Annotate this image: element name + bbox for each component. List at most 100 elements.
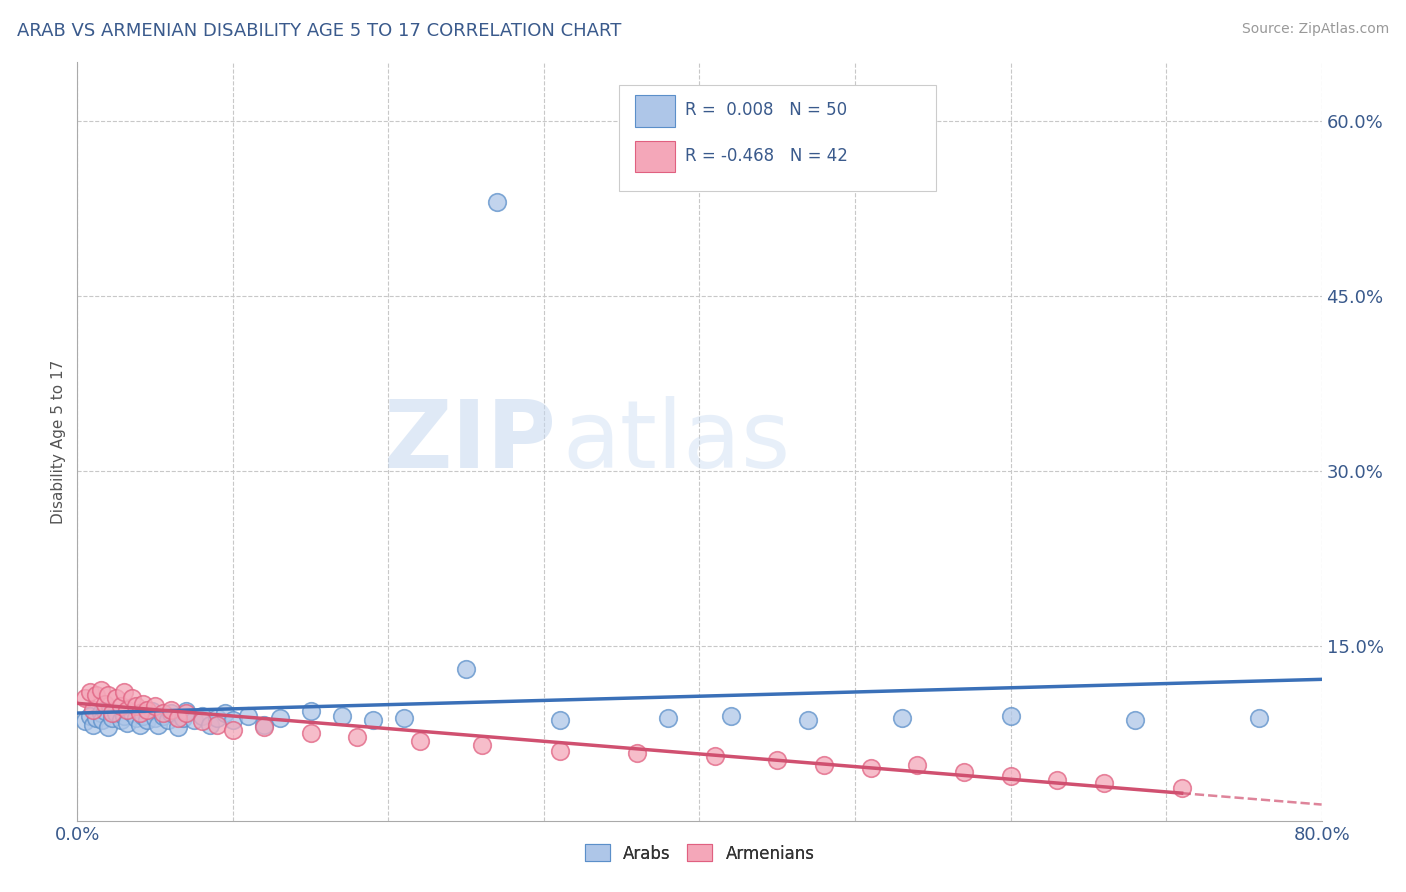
FancyBboxPatch shape bbox=[619, 85, 936, 191]
Point bbox=[330, 708, 353, 723]
Point bbox=[100, 706, 122, 721]
Point bbox=[136, 703, 159, 717]
Text: ZIP: ZIP bbox=[384, 395, 557, 488]
Point bbox=[79, 685, 101, 699]
Point bbox=[766, 753, 789, 767]
Point bbox=[471, 738, 494, 752]
Point bbox=[115, 703, 138, 717]
Point bbox=[813, 757, 835, 772]
Point bbox=[797, 714, 820, 728]
Point bbox=[97, 688, 120, 702]
Point bbox=[84, 711, 107, 725]
Point bbox=[1249, 711, 1271, 725]
Point bbox=[269, 711, 291, 725]
Point bbox=[408, 734, 430, 748]
Point bbox=[156, 714, 179, 728]
Point bbox=[456, 662, 478, 676]
Point bbox=[859, 761, 882, 775]
Point bbox=[190, 708, 214, 723]
Point bbox=[905, 757, 928, 772]
Point bbox=[1046, 772, 1069, 787]
Point bbox=[704, 749, 727, 764]
Point bbox=[626, 746, 648, 760]
Point bbox=[131, 708, 153, 723]
Point bbox=[94, 697, 117, 711]
Point bbox=[94, 704, 117, 718]
Point bbox=[128, 706, 150, 721]
Point bbox=[159, 703, 181, 717]
Point bbox=[548, 744, 571, 758]
Point bbox=[657, 711, 679, 725]
Point bbox=[84, 688, 107, 702]
Point bbox=[172, 711, 194, 725]
Point bbox=[128, 718, 150, 732]
Point bbox=[299, 704, 322, 718]
Text: Source: ZipAtlas.com: Source: ZipAtlas.com bbox=[1241, 22, 1389, 37]
Point bbox=[198, 718, 221, 732]
Point bbox=[720, 708, 742, 723]
Point bbox=[91, 714, 114, 728]
Point bbox=[238, 708, 260, 723]
Point bbox=[105, 706, 128, 721]
Point bbox=[143, 699, 166, 714]
Text: R =  0.008   N = 50: R = 0.008 N = 50 bbox=[685, 101, 846, 120]
Point bbox=[97, 720, 120, 734]
Point bbox=[953, 764, 976, 779]
Point bbox=[110, 699, 132, 714]
FancyBboxPatch shape bbox=[634, 95, 675, 127]
FancyBboxPatch shape bbox=[634, 141, 675, 172]
Point bbox=[1170, 780, 1192, 795]
Point bbox=[100, 711, 122, 725]
Point bbox=[1092, 776, 1115, 790]
Point bbox=[1000, 708, 1022, 723]
Point bbox=[131, 697, 153, 711]
Point bbox=[222, 723, 245, 737]
Point bbox=[183, 714, 205, 728]
Text: atlas: atlas bbox=[562, 395, 790, 488]
Point bbox=[207, 711, 229, 725]
Point bbox=[141, 704, 163, 718]
Point bbox=[346, 730, 368, 744]
Point bbox=[148, 718, 170, 732]
Point bbox=[82, 718, 104, 732]
Point bbox=[82, 703, 104, 717]
Point bbox=[392, 711, 415, 725]
Point bbox=[115, 715, 138, 730]
Point bbox=[75, 691, 97, 706]
Point bbox=[110, 714, 132, 728]
Point bbox=[253, 720, 276, 734]
Point bbox=[174, 706, 197, 721]
Point bbox=[207, 718, 229, 732]
Point bbox=[90, 683, 112, 698]
Text: ARAB VS ARMENIAN DISABILITY AGE 5 TO 17 CORRELATION CHART: ARAB VS ARMENIAN DISABILITY AGE 5 TO 17 … bbox=[17, 22, 621, 40]
Point bbox=[112, 685, 135, 699]
Point bbox=[152, 708, 174, 723]
Point bbox=[174, 704, 197, 718]
Point bbox=[1123, 714, 1146, 728]
Point bbox=[121, 691, 143, 706]
Point bbox=[152, 706, 174, 721]
Point bbox=[222, 714, 245, 728]
Y-axis label: Disability Age 5 to 17: Disability Age 5 to 17 bbox=[51, 359, 66, 524]
Legend: Arabs, Armenians: Arabs, Armenians bbox=[578, 838, 821, 869]
Point bbox=[299, 726, 322, 740]
Point bbox=[486, 195, 509, 210]
Point bbox=[214, 706, 236, 721]
Point bbox=[190, 714, 214, 729]
Point bbox=[112, 708, 135, 723]
Point bbox=[121, 706, 143, 721]
Point bbox=[90, 706, 112, 721]
Point bbox=[167, 720, 190, 734]
Text: R = -0.468   N = 42: R = -0.468 N = 42 bbox=[685, 146, 848, 165]
Point bbox=[136, 714, 159, 728]
Point bbox=[890, 711, 912, 725]
Point bbox=[1000, 769, 1022, 783]
Point bbox=[75, 714, 97, 729]
Point bbox=[548, 714, 571, 728]
Point bbox=[125, 699, 148, 714]
Point bbox=[159, 706, 181, 721]
Point bbox=[167, 711, 190, 725]
Point bbox=[361, 714, 384, 728]
Point bbox=[125, 711, 148, 725]
Point bbox=[79, 708, 101, 723]
